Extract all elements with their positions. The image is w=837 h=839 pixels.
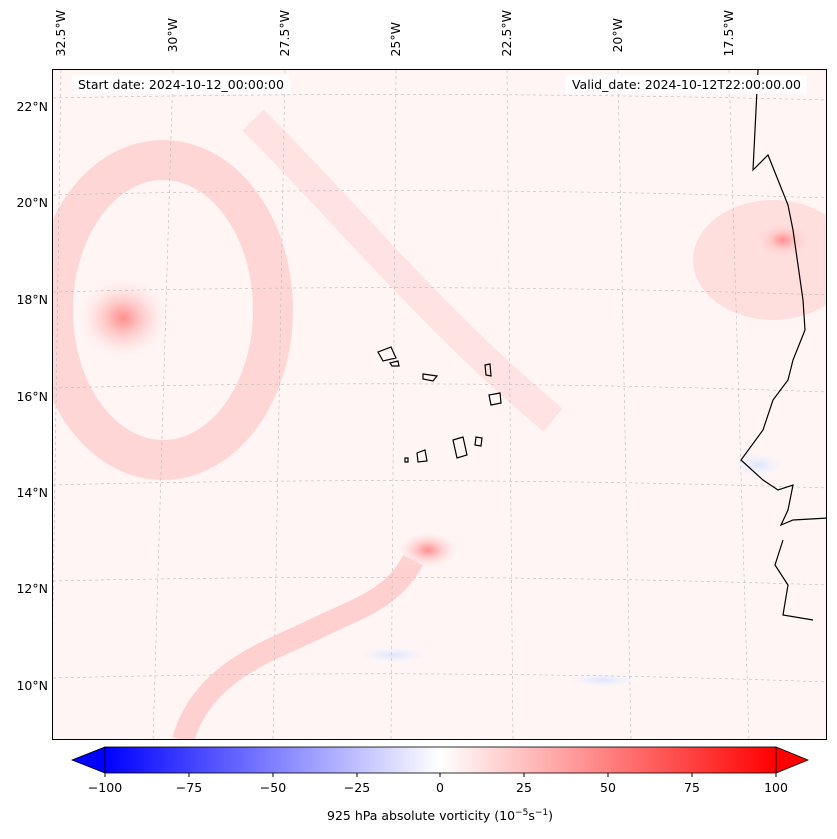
lon-label: 30°W [165,18,180,53]
colorbar-tick: 100 [764,780,788,795]
lon-label: 27.5°W [277,10,292,57]
coastal-vorticity [693,200,826,320]
valid-date-label: Valid_date: 2024-10-12T22:00:00.00 [565,75,807,94]
lon-label: 20°W [610,18,625,53]
lat-label: 10°N [16,678,48,693]
colorbar-max-extend [775,746,810,774]
vortex-ring [53,140,293,480]
lon-label: 25°W [388,22,403,57]
lat-label: 20°N [16,195,48,210]
colorbar [70,746,810,777]
lon-label: 22.5°W [499,10,514,57]
map-field [53,70,826,739]
negative-vorticity [568,673,638,687]
vortex-core [78,278,168,358]
guinea-coast [774,539,814,621]
colorbar-gradient [104,746,777,774]
cape-verde-islands [377,346,502,463]
vorticity-features [53,109,826,739]
coastal-vorticity-max [753,220,813,260]
vorticity-max [398,532,458,568]
vorticity-band [172,554,423,739]
vorticity-map [52,69,827,740]
colorbar-tick: 75 [684,780,700,795]
vorticity-streak [242,109,563,432]
negative-vorticity [733,453,783,477]
colorbar-title-text: 925 hPa absolute vorticity (10 [326,808,516,824]
africa-coast [740,70,826,527]
lon-label: 17.5°W [721,10,736,57]
gridlines [53,70,826,739]
colorbar-title-exponent: −5 [515,808,529,818]
lat-label: 12°N [16,581,48,596]
lat-label: 22°N [16,99,48,114]
colorbar-title-exponent: −1 [534,808,549,818]
colorbar-title-unit: s [528,808,535,824]
start-date-label: Start date: 2024-10-12_00:00:00 [72,75,290,94]
colorbar-title-end: ) [548,808,554,824]
colorbar-tick: −75 [175,780,203,795]
colorbar-title: 925 hPa absolute vorticity (10−5s−1) [327,808,553,823]
coastlines [377,70,826,621]
colorbar-min-extend [70,746,106,774]
lat-label: 14°N [16,485,48,500]
lon-label: 32.5°W [53,10,68,57]
colorbar-tick: −25 [343,780,371,795]
negative-vorticity [358,647,428,663]
colorbar-tick: 50 [600,780,616,795]
colorbar-tick: −100 [87,780,123,795]
lat-label: 18°N [16,292,48,307]
colorbar-tick: −50 [259,780,287,795]
colorbar-tick: 0 [436,780,444,795]
colorbar-ticks [104,773,777,777]
colorbar-tick: 25 [516,780,532,795]
lat-label: 16°N [16,389,48,404]
